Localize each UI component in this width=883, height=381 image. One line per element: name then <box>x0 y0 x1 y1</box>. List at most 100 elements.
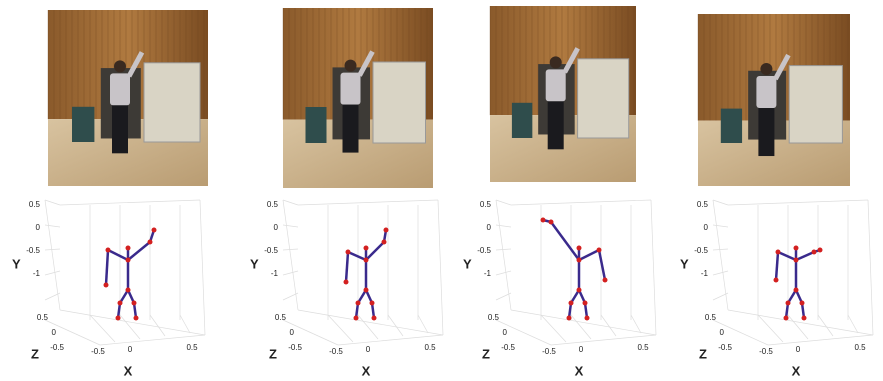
grid-line <box>713 271 728 275</box>
grid-line <box>418 315 428 333</box>
grid-line <box>728 310 873 335</box>
joint <box>786 301 791 306</box>
grid-line <box>60 200 200 205</box>
bone <box>796 252 814 260</box>
bone <box>599 250 605 280</box>
figure: YXZ0.50-0.5-10.50-0.5-0.500.5YXZ0.50-0.5… <box>0 0 883 381</box>
pose-plot: YXZ0.50-0.5-10.50-0.5-0.500.5 <box>12 200 205 378</box>
joint <box>132 301 137 306</box>
trousers <box>758 108 774 156</box>
trousers <box>343 105 359 153</box>
tick-label: -1 <box>271 269 279 278</box>
trousers <box>112 105 128 153</box>
axis-label: Y <box>463 256 472 271</box>
grid-line <box>283 200 298 310</box>
bone <box>776 252 778 280</box>
grid-line <box>60 310 205 335</box>
joint <box>118 301 123 306</box>
joint <box>794 288 799 293</box>
grid-line <box>713 200 728 205</box>
axis-label: Y <box>680 256 689 271</box>
tick-label: 0.5 <box>424 343 436 352</box>
joint <box>794 246 799 251</box>
grid-line <box>728 200 868 205</box>
bone <box>579 250 599 260</box>
grid-line <box>868 200 873 335</box>
tick-label: 0 <box>720 328 725 337</box>
grid-line <box>283 249 298 250</box>
joint <box>567 316 572 321</box>
tick-label: -1 <box>701 269 709 278</box>
joint <box>346 250 351 255</box>
grid-line <box>283 271 298 275</box>
joint <box>134 316 139 321</box>
joint <box>364 288 369 293</box>
tick-label: -0.5 <box>329 347 343 356</box>
joint <box>784 316 789 321</box>
tick-label: -0.5 <box>91 347 105 356</box>
tick-label: 0 <box>274 223 279 232</box>
tick-label: 0 <box>290 328 295 337</box>
tick-label: 0 <box>366 345 371 354</box>
head <box>114 60 126 72</box>
joint <box>812 250 817 255</box>
grid-line <box>848 315 858 333</box>
bone <box>778 252 796 260</box>
joint <box>104 283 109 288</box>
grid-line <box>45 249 60 250</box>
axis-label: Y <box>250 256 259 271</box>
tick-label: 0.5 <box>275 313 287 322</box>
axis-label: Z <box>482 346 490 361</box>
shirt <box>341 73 361 105</box>
joint <box>603 278 608 283</box>
joint <box>776 250 781 255</box>
grid-line <box>45 225 60 227</box>
joint <box>116 316 121 321</box>
grid-line <box>150 315 165 336</box>
tick-label: -1 <box>484 269 492 278</box>
grid-line <box>511 200 651 205</box>
tick-label: 0 <box>503 328 508 337</box>
grid-line <box>496 249 511 250</box>
grid-line <box>713 249 728 250</box>
axis-label: Z <box>269 346 277 361</box>
grid-line <box>438 200 443 335</box>
joint <box>372 316 377 321</box>
tick-label: -0.5 <box>477 246 491 255</box>
tick-label: 0.5 <box>29 200 41 209</box>
grid-line <box>631 315 641 333</box>
joint <box>364 258 369 263</box>
bone <box>348 252 366 260</box>
tick-label: -0.5 <box>694 246 708 255</box>
joint <box>126 288 131 293</box>
tick-label: -0.5 <box>759 347 773 356</box>
tick-label: 0 <box>128 345 133 354</box>
head <box>345 60 357 72</box>
trousers <box>548 101 564 149</box>
joint <box>370 301 375 306</box>
bone <box>128 242 150 260</box>
tick-label: 0.5 <box>267 200 279 209</box>
grid-line <box>283 225 298 227</box>
grid-line <box>45 200 60 205</box>
joint <box>577 288 582 293</box>
tick-label: -0.5 <box>501 343 515 352</box>
cabinet <box>373 62 426 143</box>
tick-label: -0.5 <box>264 246 278 255</box>
joint <box>541 218 546 223</box>
shirt <box>756 76 776 108</box>
joint <box>597 248 602 253</box>
chair <box>306 107 327 143</box>
joint <box>583 301 588 306</box>
chair <box>512 103 532 138</box>
grid-line <box>388 315 403 336</box>
joint <box>585 316 590 321</box>
shirt <box>110 73 130 105</box>
tick-label: 0 <box>796 345 801 354</box>
joint <box>126 246 131 251</box>
grid-line <box>511 310 656 335</box>
tick-label: 0 <box>579 345 584 354</box>
axis-label: X <box>124 363 133 378</box>
bone <box>366 242 384 260</box>
